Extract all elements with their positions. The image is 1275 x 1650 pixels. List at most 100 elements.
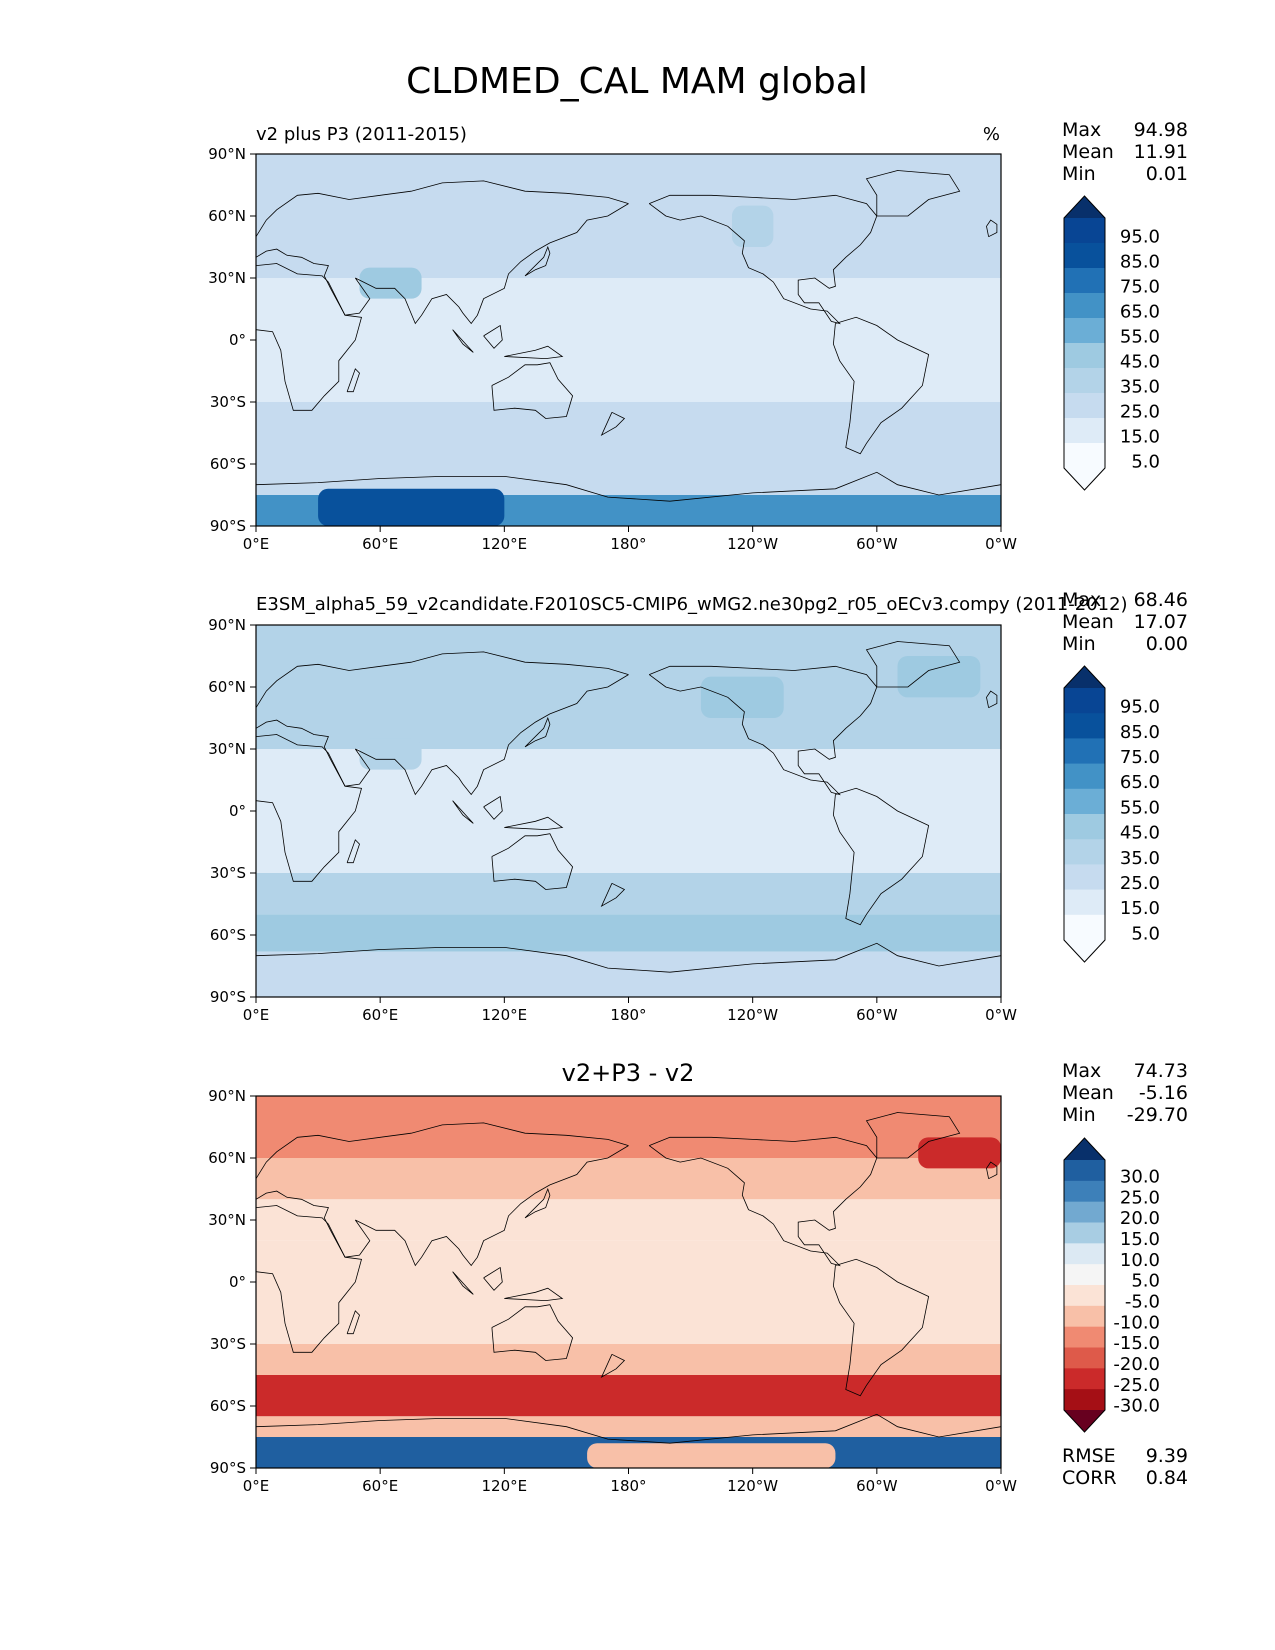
coastline-1 [255,203,629,325]
panel-2: E3SM_alpha5_59_v2candidate.F2010SC5-CMIP… [208,589,1188,1024]
stat-value-max: 74.73 [1134,1060,1188,1082]
coastline-3 [452,329,474,353]
coastlines [255,1112,1002,1444]
panel-3-extra-stats: RMSE 9.39 CORR 0.84 [1062,1445,1188,1489]
panel-3: v2+P3 - v2 90°N 60°N 30°N 0° 30°S 60°S 90°S0°E… [208,1059,1188,1495]
colorbar-label: 5.0 [1131,1271,1160,1292]
coastline-6 [491,1304,574,1361]
stat-label-mean: Mean [1062,1082,1114,1104]
coastline-5 [504,345,564,360]
lat-tick-label: 0° [229,1273,246,1291]
stat-value-mean: 17.07 [1134,611,1188,633]
colorbar-label: 65.0 [1120,302,1160,323]
coastline-12 [255,471,1002,502]
colorbar-cell [1064,713,1105,739]
coastline-10 [865,641,961,688]
coastline-4 [483,324,503,349]
colorbar-label: 75.0 [1120,277,1160,298]
coastline-12 [255,942,1002,973]
colorbar-extend-bottom [1064,468,1105,490]
coastline-8 [524,1187,551,1219]
colorbar-label: 5.0 [1131,452,1160,473]
stat-value-min: 0.00 [1146,633,1188,655]
coastline-9 [648,1136,878,1267]
coastline-6 [491,362,574,419]
colorbar-extend-top [1064,196,1105,218]
colorbar-cell [1064,393,1105,419]
lat-band-4 [256,402,1001,464]
coastline-13 [986,1161,998,1180]
colorbar-label: 75.0 [1120,747,1160,768]
colorbar-label: 35.0 [1120,848,1160,869]
colorbar-label: 15.0 [1120,427,1160,448]
lat-tick-label: 60°N [208,207,246,225]
colorbar-cell [1064,889,1105,916]
coastline-13 [986,219,998,238]
stat-value-rmse: 9.39 [1146,1445,1188,1467]
field-feature-1 [587,1443,836,1468]
colorbar-label: -30.0 [1113,1396,1160,1417]
lat-tick-label: 90°N [208,616,246,634]
lat-tick-label: 60°S [210,455,246,473]
coastline-1 [255,1145,629,1267]
coastline-13 [986,690,998,709]
coastline-2 [255,263,363,411]
coastlines [255,641,1002,973]
lat-band-3 [256,1240,1001,1344]
lon-tick-label: 0°W [985,1477,1017,1495]
colorbar-cell [1064,1347,1105,1369]
colorbar-cell [1064,1201,1105,1223]
lat-tick-label: 30°N [208,269,246,287]
colorbar-extend-top [1064,666,1105,688]
coastline-0 [255,651,629,708]
coastline-5 [504,816,564,831]
lon-tick-label: 120°E [482,1477,528,1495]
colorbar-outline [1063,665,1106,963]
coastline-1 [255,674,629,796]
coastline-7 [600,1353,626,1379]
stat-label-min: Min [1062,163,1096,185]
field-feature-1 [359,738,422,770]
coastline-5 [504,1287,564,1302]
stat-value-mean: -5.16 [1139,1082,1188,1104]
field-feature-2 [918,1137,1001,1169]
colorbar-label: 85.0 [1120,252,1160,273]
coastline-3 [452,1271,474,1295]
lat-band-0 [256,154,1001,216]
lat-tick-label: 60°N [208,678,246,696]
colorbar-cell [1064,864,1105,891]
lat-tick-label: 90°S [210,1459,246,1477]
colorbar-label: 5.0 [1131,923,1160,944]
colorbar-cell [1064,688,1105,714]
colorbar-cell [1064,218,1105,244]
field-feature-2 [318,488,505,526]
colorbar-label: -25.0 [1113,1375,1160,1396]
lat-band-1 [256,1158,1001,1200]
lon-tick-label: 60°E [362,1477,398,1495]
lon-tick-label: 120°W [727,1477,778,1495]
lat-tick-label: 60°S [210,1397,246,1415]
colorbar-cell [1064,1326,1105,1348]
coastline-9 [648,194,878,325]
panel-2-map: 90°N 60°N 30°N 0° 30°S 60°S 90°S0°E 60°E 120°E 18… [208,616,1017,1024]
field-feature-1 [731,205,774,247]
coastline-6 [491,833,574,890]
panel-1-map: 90°N 60°N 30°N 0° 30°S 60°S 90°S0°E 60°E 120°E 18… [208,145,1017,553]
lat-tick-label: 60°S [210,926,246,944]
colorbar-label: 15.0 [1120,1229,1160,1250]
colorbar-cell [1064,738,1105,765]
lat-band-0 [256,1096,1001,1158]
colorbar-outline [1063,1137,1106,1433]
lon-tick-label: 120°E [482,535,528,553]
coastlines [255,170,1002,502]
panel-1-colorbar: 95.0 85.0 75.0 65.0 55.0 45.0 35.0 25.0 15.0 5.0 [1063,195,1160,491]
lon-tick-label: 180° [610,1477,646,1495]
colorbar-cell [1064,1264,1105,1286]
lon-tick-label: 120°E [482,1006,528,1024]
colorbar-label: -5.0 [1125,1291,1160,1312]
coastline-12 [255,1413,1002,1444]
coastline-10 [865,170,961,217]
coastline-9 [648,665,878,796]
lat-tick-label: 30°S [210,1335,246,1353]
axis-ticks: 90°N 60°N 30°N 0° 30°S 60°S 90°S0°E 60°E 120°E 18… [208,616,1017,1024]
